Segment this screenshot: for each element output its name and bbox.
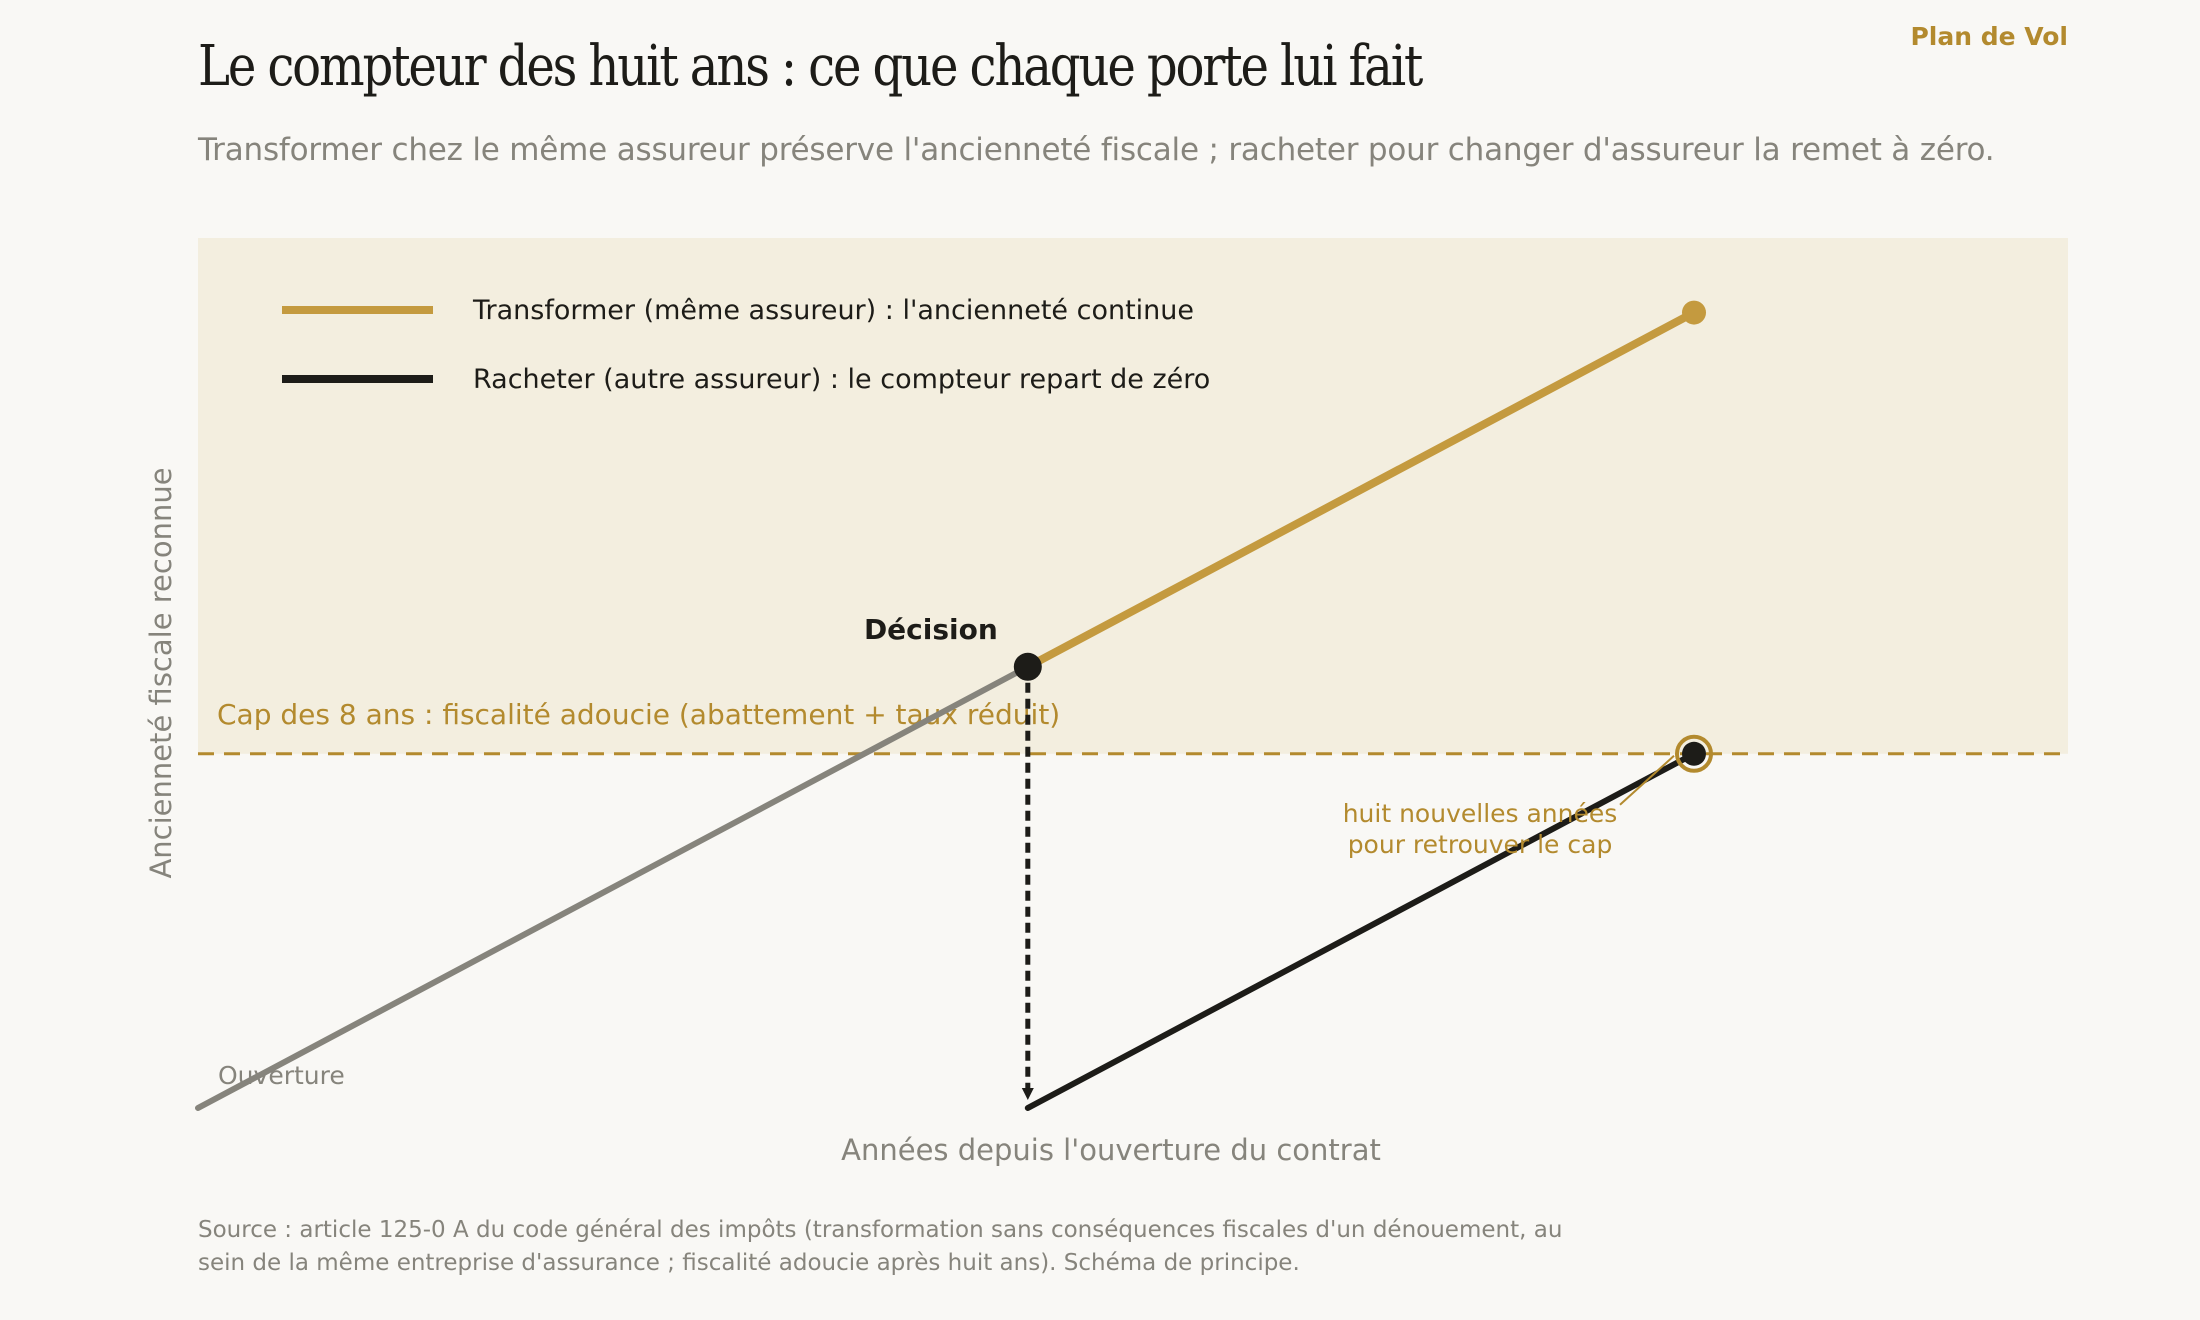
source-note: Source : article 125-0 A du code général… <box>198 1217 1563 1276</box>
opening-label: Ouverture <box>218 1061 345 1090</box>
racheter-end-point <box>1682 741 1706 766</box>
series-line-before-decision <box>195 663 1031 1111</box>
racheter-end-ring <box>1675 734 1713 773</box>
decision-point <box>1013 652 1042 681</box>
callout-text-line1: huit nouvelles années <box>1343 799 1618 828</box>
legend-entry-transformer: Transformer (même assureur) : l'ancienne… <box>472 295 1194 326</box>
eligibility-zone <box>198 238 2068 754</box>
chart-subtitle: Transformer chez le même assureur préser… <box>198 132 1995 168</box>
legend-entry-racheter: Racheter (autre assureur) : le compteur … <box>473 364 1210 395</box>
legend: Transformer (même assureur) : l'ancienne… <box>282 295 1210 395</box>
transformer-end-point <box>1682 300 1706 325</box>
series-line-racheter <box>1024 750 1697 1111</box>
chart-title: Le compteur des huit ans : ce que chaque… <box>198 34 1423 99</box>
series-line-transformer <box>1023 308 1698 671</box>
decision-label: Décision <box>864 613 998 646</box>
callout-text-line2: pour retrouver le cap <box>1348 830 1613 859</box>
x-axis-label: Années depuis l'ouverture du contrat <box>841 1133 1381 1167</box>
y-axis-label: Ancienneté fiscale reconnue <box>144 467 178 878</box>
brand-logo-text: Plan de Vol <box>1910 22 2068 51</box>
callout-leader-line <box>1619 755 1675 806</box>
